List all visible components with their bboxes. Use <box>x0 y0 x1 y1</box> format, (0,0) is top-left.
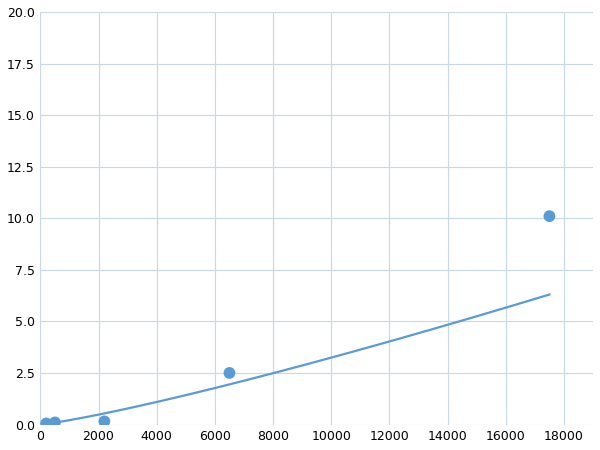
Point <box>50 419 60 426</box>
Point <box>41 420 51 427</box>
Point <box>224 369 234 377</box>
Point <box>545 212 554 220</box>
Point <box>100 418 109 425</box>
